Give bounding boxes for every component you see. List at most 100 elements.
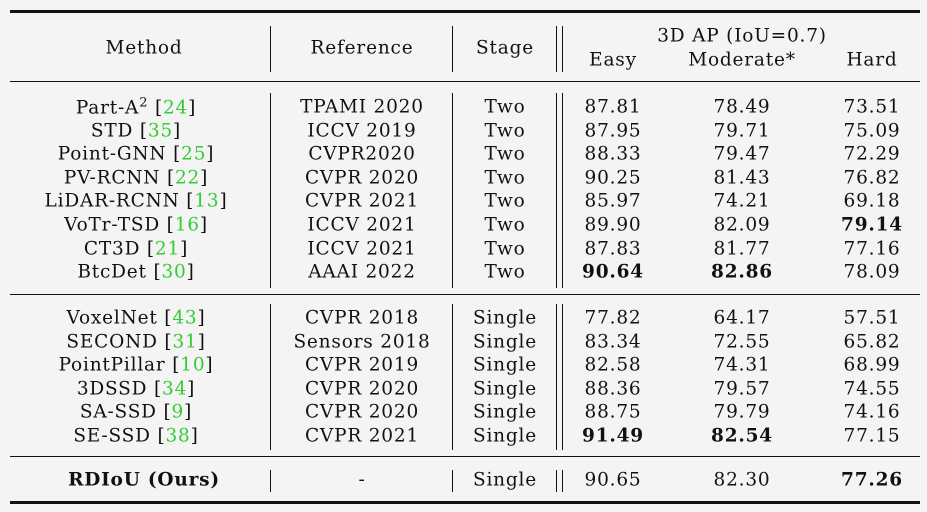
- reference-cell: ICCV 2019: [307, 120, 417, 142]
- hard-cell: 74.16: [843, 401, 901, 423]
- column-divider: [452, 470, 454, 492]
- method-name: VoxelNet: [66, 307, 158, 329]
- easy-cell: 89.90: [584, 214, 642, 236]
- reference-cell: CVPR 2018: [304, 307, 420, 329]
- reference-cell: CVPR 2019: [304, 354, 420, 376]
- citation-number: 9: [171, 401, 185, 423]
- bottom-rule: [10, 501, 920, 504]
- column-divider: [562, 93, 564, 288]
- reference-cell: CVPR 2020: [304, 167, 420, 189]
- citation: 22: [167, 167, 208, 188]
- easy-cell: 87.95: [584, 120, 642, 142]
- easy-cell: 85.97: [584, 190, 642, 212]
- citation-number: 22: [174, 167, 201, 189]
- method-cell: PV-RCNN 22: [64, 167, 208, 188]
- reference-cell: CVPR2020: [308, 143, 416, 165]
- hard-cell: 74.55: [843, 378, 901, 400]
- column-divider: [270, 304, 272, 450]
- easy-cell: 83.34: [584, 331, 642, 353]
- citation-number: 35: [147, 120, 174, 142]
- stage-cell: Two: [484, 120, 526, 142]
- easy-cell: 90.25: [584, 167, 642, 189]
- method-name: SA-SSD: [79, 401, 157, 423]
- header-hard: Hard: [846, 49, 898, 71]
- easy-cell: 88.36: [584, 378, 642, 400]
- stage-cell: Two: [484, 214, 526, 236]
- moderate-cell: 81.43: [713, 167, 771, 189]
- column-divider: [270, 26, 272, 72]
- moderate-cell: 82.09: [713, 214, 771, 236]
- citation-number: 31: [172, 331, 198, 353]
- citation-number: 30: [161, 261, 187, 283]
- reference-cell: ICCV 2021: [307, 238, 417, 260]
- citation-number: 21: [154, 238, 181, 260]
- method-name: RDIoU (Ours): [68, 469, 220, 491]
- citation: 16: [167, 215, 208, 236]
- method-name: SE-SSD: [73, 425, 151, 447]
- column-divider: [452, 304, 454, 450]
- easy-cell: 77.82: [584, 307, 642, 329]
- citation: 10: [172, 355, 213, 376]
- column-divider: [556, 26, 558, 72]
- method-cell: CT3D 21: [84, 238, 188, 259]
- reference-cell: AAAI 2022: [308, 261, 416, 283]
- reference-cell: CVPR 2021: [304, 190, 420, 212]
- hard-cell: 57.51: [843, 307, 901, 329]
- stage-cell: Single: [472, 425, 538, 447]
- citation: 30: [153, 262, 194, 283]
- easy-cell: 91.49: [582, 425, 644, 447]
- citation: 9: [164, 402, 193, 423]
- citation-number: 25: [181, 143, 207, 165]
- method-cell: 3DSSD 34: [77, 378, 195, 399]
- citation: 31: [164, 331, 205, 352]
- column-divider: [556, 93, 558, 288]
- stage-cell: Two: [484, 190, 526, 212]
- hard-cell: 65.82: [843, 331, 901, 353]
- method-name: SECOND: [66, 331, 158, 353]
- reference-cell: -: [358, 469, 366, 491]
- column-divider: [562, 304, 564, 450]
- moderate-cell: 79.71: [713, 120, 771, 142]
- citation: 25: [173, 144, 214, 165]
- hard-cell: 77.16: [843, 238, 901, 260]
- method-cell: BtcDet 30: [77, 262, 194, 283]
- citation-number: 10: [180, 354, 206, 376]
- stage-cell: Single: [472, 354, 538, 376]
- hard-cell: 68.99: [843, 354, 901, 376]
- stage-cell: Single: [472, 401, 538, 423]
- reference-cell: CVPR 2020: [304, 378, 420, 400]
- method-name: 3DSSD: [76, 378, 148, 400]
- method-cell: SECOND 31: [66, 331, 205, 352]
- easy-cell: 90.65: [584, 469, 642, 491]
- method-superscript: 2: [139, 95, 149, 111]
- moderate-cell: 64.17: [713, 307, 771, 329]
- stage-cell: Two: [484, 167, 526, 189]
- reference-cell: TPAMI 2020: [300, 96, 424, 118]
- method-cell: SA-SSD 9: [80, 402, 192, 423]
- easy-cell: 88.75: [584, 401, 642, 423]
- method-cell: RDIoU (Ours): [68, 470, 220, 491]
- citation-number: 24: [162, 97, 189, 119]
- easy-cell: 90.64: [582, 261, 644, 283]
- hard-cell: 77.15: [843, 425, 901, 447]
- header-group: 3D AP (IoU=0.7): [657, 25, 827, 47]
- method-cell: Point-GNN 25: [58, 144, 215, 165]
- method-cell: PointPillar 10: [59, 355, 214, 376]
- column-divider: [270, 93, 272, 288]
- header-easy: Easy: [589, 49, 637, 71]
- stage-cell: Single: [472, 331, 538, 353]
- method-name: CT3D: [83, 238, 141, 260]
- hard-cell: 73.51: [843, 96, 901, 118]
- hard-cell: 77.26: [841, 469, 903, 491]
- column-divider: [562, 26, 564, 72]
- stage-cell: Single: [472, 378, 538, 400]
- header-reference: Reference: [310, 37, 414, 59]
- hard-cell: 69.18: [843, 190, 901, 212]
- citation: 43: [164, 308, 205, 329]
- method-name: BtcDet: [77, 261, 147, 283]
- reference-cell: ICCV 2021: [307, 214, 417, 236]
- rule: [10, 456, 920, 458]
- method-name: Point-GNN: [57, 143, 167, 165]
- moderate-cell: 74.31: [713, 354, 771, 376]
- hard-cell: 72.29: [843, 143, 901, 165]
